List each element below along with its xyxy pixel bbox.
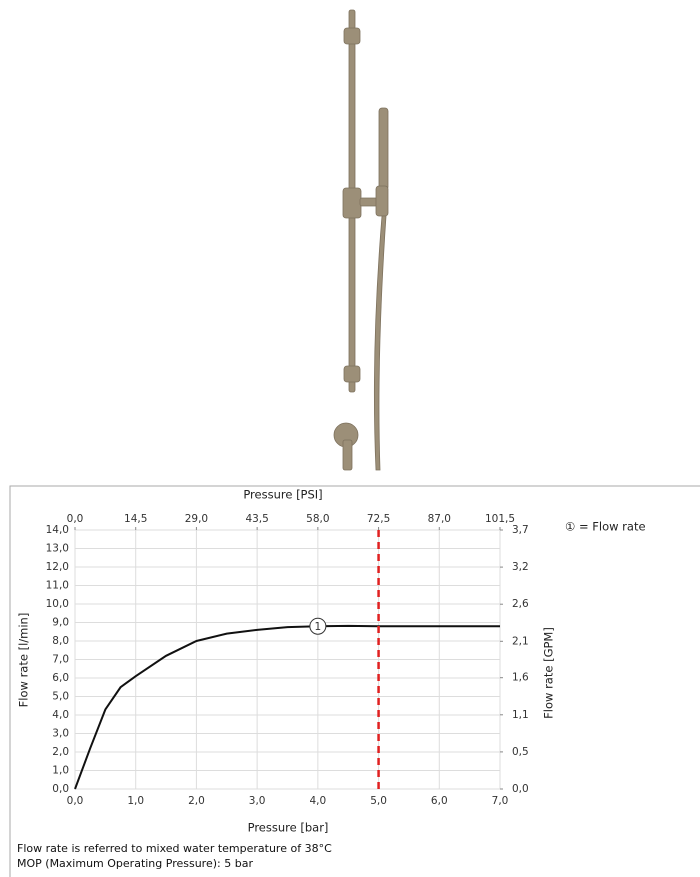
x2-tick-label: 14,5: [124, 513, 147, 525]
y-tick-label: 0,0: [52, 783, 69, 795]
y2-tick-label: 2,6: [512, 598, 529, 610]
note: Flow rate is referred to mixed water tem…: [17, 842, 332, 855]
legend: ① = Flow rate: [565, 520, 646, 534]
outlet-pipe: [342, 439, 353, 471]
y-tick-label: 8,0: [52, 635, 69, 647]
x2-tick-label: 101,5: [485, 513, 515, 525]
y2-tick-label: 1,6: [512, 672, 529, 684]
y2-tick-label: 0,0: [512, 783, 529, 795]
slider: [342, 187, 362, 219]
x2-tick-label: 0,0: [67, 513, 84, 525]
x-tick-label: 7,0: [492, 795, 509, 807]
chart-frame: [9, 485, 700, 877]
y-tick-label: 6,0: [52, 672, 69, 684]
y-tick-label: 7,0: [52, 654, 69, 666]
hose: [374, 215, 387, 471]
y-axis-title: Flow rate [l/min]: [17, 613, 31, 708]
x2-tick-label: 43,5: [245, 513, 268, 525]
y-tick-label: 2,0: [52, 746, 69, 758]
x-tick-label: 3,0: [249, 795, 266, 807]
y2-tick-label: 0,5: [512, 746, 529, 758]
y-tick-label: 5,0: [52, 691, 69, 703]
x-tick-label: 6,0: [431, 795, 448, 807]
bracket: [343, 365, 361, 383]
y-tick-label: 3,0: [52, 728, 69, 740]
x-tick-label: 5,0: [370, 795, 387, 807]
data-line: [74, 624, 500, 790]
bracket: [343, 27, 361, 45]
y-tick-label: 12,0: [46, 561, 69, 573]
x-tick-label: 0,0: [67, 795, 84, 807]
x-tick-label: 4,0: [310, 795, 327, 807]
y-tick-label: 13,0: [46, 543, 69, 555]
y-tick-label: 10,0: [46, 598, 69, 610]
x2-tick-label: 72,5: [367, 513, 390, 525]
y2-tick-label: 2,1: [512, 635, 529, 647]
annotation-marker: [309, 617, 327, 635]
y2-tick-label: 1,1: [512, 709, 529, 721]
y2-axis-title: Flow rate [GPM]: [542, 627, 556, 719]
hand-shower: [378, 107, 389, 191]
y-tick-label: 11,0: [46, 580, 69, 592]
x2-axis-title: Pressure [PSI]: [243, 488, 322, 502]
x-axis-title: Pressure [bar]: [248, 821, 329, 835]
product-image: [333, 9, 389, 471]
y-tick-label: 1,0: [52, 765, 69, 777]
y2-tick-label: 3,7: [512, 524, 529, 536]
y-tick-label: 9,0: [52, 617, 69, 629]
x-tick-label: 1,0: [127, 795, 144, 807]
x2-tick-label: 29,0: [185, 513, 208, 525]
x2-tick-label: 58,0: [306, 513, 329, 525]
hand-shower-grip: [375, 185, 389, 217]
x2-tick-label: 87,0: [428, 513, 451, 525]
annotation-label: 1: [315, 621, 322, 633]
x-tick-label: 2,0: [188, 795, 205, 807]
y-tick-label: 4,0: [52, 709, 69, 721]
y-tick-label: 14,0: [46, 524, 69, 536]
y2-tick-label: 3,2: [512, 561, 529, 573]
note: MOP (Maximum Operating Pressure): 5 bar: [17, 857, 253, 870]
